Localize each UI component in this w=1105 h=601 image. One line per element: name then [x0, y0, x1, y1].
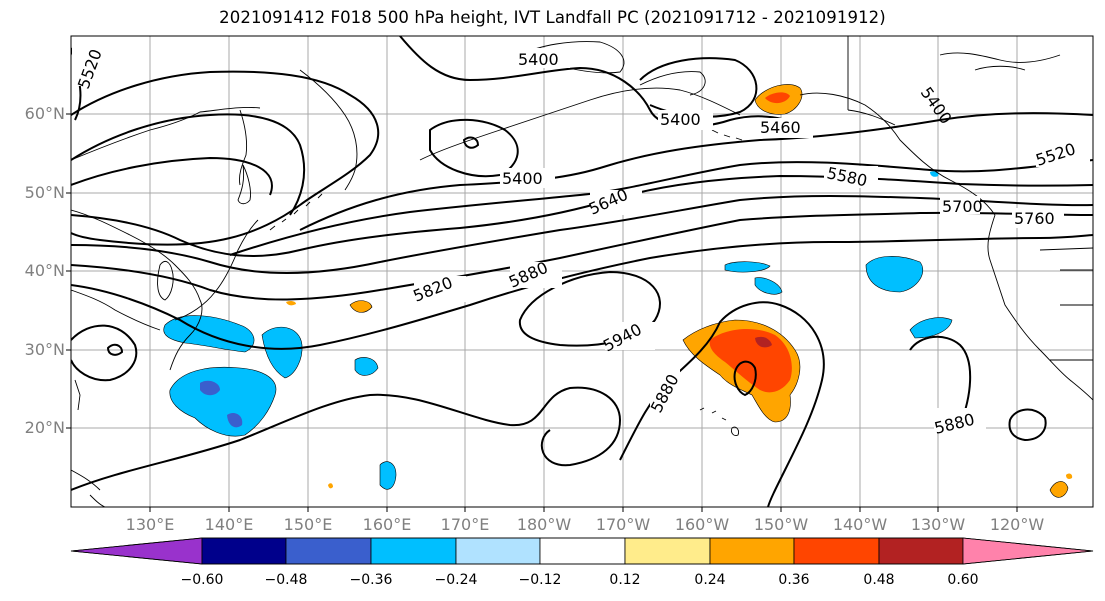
lon-label: 130°E: [125, 515, 175, 534]
lon-label: 170°E: [440, 515, 490, 534]
graticule: [71, 36, 1093, 507]
colorbar-tick-label: −0.24: [434, 572, 478, 588]
colorbar: [70, 537, 1094, 565]
colorbar-tick-label: 0.24: [694, 572, 726, 588]
contour-label: 5460: [760, 118, 801, 137]
lon-label: 150°E: [283, 515, 333, 534]
lat-label: 30°N: [24, 340, 65, 359]
lon-label: 150°W: [753, 515, 809, 534]
lon-label: 120°W: [989, 515, 1045, 534]
colorbar-tick-label: −0.12: [518, 572, 562, 588]
colorbar-segment: [285, 537, 372, 565]
colorbar-segment: [201, 537, 287, 565]
colorbar-tick-label: 0.48: [863, 572, 895, 588]
lat-label: 50°N: [24, 183, 65, 202]
lon-label: 160°W: [674, 515, 730, 534]
colorbar-tick-label: −0.60: [180, 572, 224, 588]
colorbar-segment: [624, 537, 711, 565]
contour-label: 5400: [518, 50, 559, 69]
lon-label: 170°W: [595, 515, 651, 534]
colorbar-segment: [709, 537, 795, 565]
map-title: 2021091412 F018 500 hPa height, IVT Land…: [219, 8, 886, 27]
colorbar-segment: [70, 537, 203, 565]
lat-label: 60°N: [24, 104, 65, 123]
contour-label: 5400: [660, 110, 701, 129]
colorbar-segment: [793, 537, 880, 565]
ivt-positive-shading: [286, 84, 1073, 498]
colorbar-segment: [370, 537, 457, 565]
lat-label: 20°N: [24, 418, 65, 437]
lon-label: 160°E: [362, 515, 412, 534]
colorbar-tick-label: 0.60: [947, 572, 979, 588]
contour-label: 5760: [1014, 209, 1055, 228]
height-contours: [71, 36, 1093, 507]
colorbar-segment: [878, 537, 964, 565]
axis-ticks: [66, 113, 1018, 512]
colorbar-segment: [539, 537, 626, 565]
lon-label: 140°W: [832, 515, 888, 534]
colorbar-segment: [962, 537, 1094, 565]
colorbar-tick-label: 0.12: [609, 572, 641, 588]
contour-label: 5400: [502, 169, 543, 188]
colorbar-tick-label: −0.36: [349, 572, 393, 588]
colorbar-tick-label: −0.48: [264, 572, 308, 588]
colorbar-segment: [455, 537, 541, 565]
contour-label: 5700: [942, 197, 983, 216]
lon-label: 140°E: [204, 515, 254, 534]
contour-label-group: 5520 5400 5400 5400 5460 5400 5520 5580 …: [72, 47, 1090, 438]
lon-label: 180°W: [516, 515, 572, 534]
colorbar-tick-label: 0.36: [778, 572, 810, 588]
lon-label: 130°W: [910, 515, 966, 534]
lat-label: 40°N: [24, 261, 65, 280]
